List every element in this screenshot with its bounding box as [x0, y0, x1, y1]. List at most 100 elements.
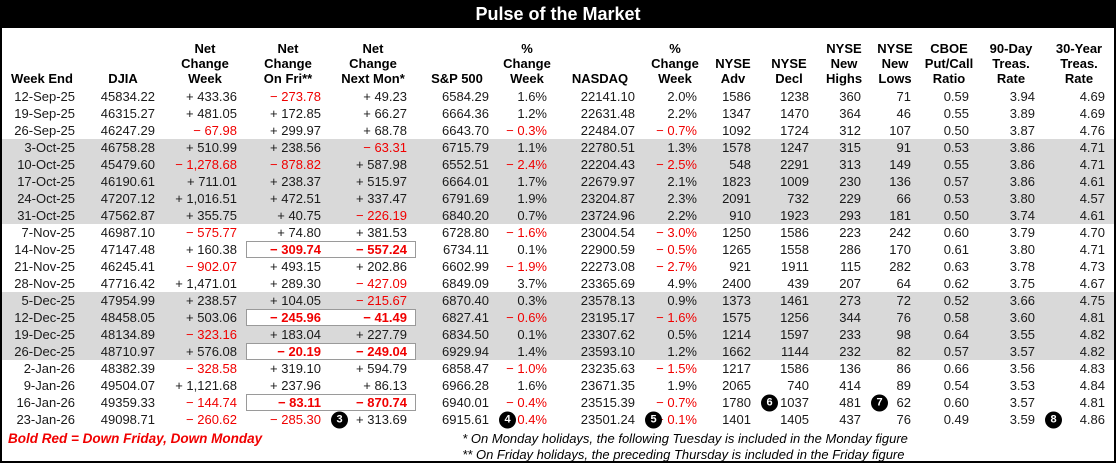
footer: Bold Red = Down Friday, Down Monday * On…	[2, 428, 1114, 461]
cell-sp500-pct-change-week: 1.2%	[517, 106, 547, 121]
cell-net-change-week: + 1,121.68	[175, 378, 237, 393]
cell-net-change-next-mon: + 594.79	[356, 361, 407, 376]
cell-cboe-put-call-ratio: 0.58	[920, 309, 978, 326]
cell-net-change-week: + 1,016.51	[164, 190, 246, 207]
cell-djia: 46245.41	[100, 259, 155, 274]
cell-nasdaq: 23593.10	[556, 343, 644, 360]
col-header-djia: DJIA	[108, 71, 138, 86]
cell-nasdaq-pct-change-week: 1.2%	[644, 343, 706, 360]
cell-sp500: 6840.20	[416, 207, 498, 224]
cell-net-change-week: + 711.01	[164, 173, 246, 190]
cell-treas-30-year: 4.82	[1044, 326, 1114, 343]
cell-nyse-new-highs: 207	[839, 276, 861, 291]
cell-nyse-adv: 1578	[706, 139, 760, 156]
row-7-Nov-25: 7-Nov-25 46987.10 − 575.77 + 74.80 + 381.53 6…	[2, 224, 1114, 241]
row-10-Oct-25: 10-Oct-25 45479.60− 1,278.68− 878.82 + 587…	[2, 156, 1114, 173]
cell-week-end: 2-Jan-26	[23, 361, 75, 376]
cell-nyse-decl: 1724	[780, 123, 809, 138]
row-12-Sep-25: 12-Sep-25 45834.22 + 433.36 − 273.78 + 49.23…	[2, 88, 1114, 105]
cell-net-change-next-mon: + 381.53	[356, 225, 407, 240]
cell-nyse-new-highs: 414	[839, 378, 861, 393]
cell-net-change-week: + 510.99	[164, 139, 246, 156]
cell-net-change-week: + 238.57	[164, 292, 246, 309]
cell-net-change-week: + 481.05	[186, 106, 237, 121]
cell-sp500: 6791.69	[416, 190, 498, 207]
cell-treas-30-year: 4.57	[1044, 190, 1114, 207]
cell-nyse-decl: 1238	[780, 89, 809, 104]
cell-treas-30-year: 4.75	[1044, 292, 1114, 309]
col-header-week-end: Week End	[11, 71, 73, 86]
cell-nyse-new-highs: 360	[839, 89, 861, 104]
cell-nyse-new-highs: 313	[818, 156, 870, 173]
cell-net-change-on-fri: + 104.05	[246, 292, 330, 309]
cell-nyse-new-lows: 98	[870, 326, 920, 343]
cell-net-change-next-mon: + 49.23	[363, 89, 407, 104]
cell-nyse-new-lows: 66	[870, 190, 920, 207]
cell-sp500-pct-change-week: 3.7%	[517, 276, 547, 291]
cell-net-change-on-fri: + 493.15	[270, 259, 321, 274]
cell-nasdaq: 23004.54	[580, 225, 635, 240]
cell-nasdaq-pct-change-week: − 0.5%	[656, 242, 697, 257]
cell-nyse-adv: 1373	[706, 292, 760, 309]
cell-nyse-decl: 439	[787, 276, 809, 291]
cell-net-change-week: + 503.06	[164, 309, 246, 326]
cell-net-change-week: − 67.98	[193, 123, 237, 138]
row-14-Nov-25: 14-Nov-25 47147.48 + 160.38 − 309.74− 557.2…	[2, 241, 1114, 258]
cell-treas-90-day: 3.59	[1009, 412, 1035, 427]
cell-nyse-new-highs: 481	[839, 395, 861, 410]
cell-net-change-next-mon: − 427.09	[356, 276, 407, 291]
cell-sp500-pct-change-week: 1.6%	[517, 89, 547, 104]
cell-treas-90-day: 3.53	[1009, 378, 1035, 393]
cell-nasdaq: 23307.62	[556, 326, 644, 343]
cell-djia: 45479.60	[82, 156, 164, 173]
cell-nyse-new-highs: 232	[818, 343, 870, 360]
cell-week-end: 12-Sep-25	[14, 89, 75, 104]
cell-sp500-pct-change-week: − 0.3%	[506, 123, 547, 138]
cell-djia: 48458.05	[82, 309, 164, 326]
cell-djia: 46987.10	[100, 225, 155, 240]
cell-sp500: 6728.80	[442, 225, 489, 240]
cell-week-end: 19-Dec-25	[2, 326, 82, 343]
cell-nasdaq-pct-change-week: − 0.7%	[656, 123, 697, 138]
cell-nyse-adv: 1780	[722, 395, 751, 410]
cell-week-end: 16-Jan-26	[16, 395, 75, 410]
cell-sp500: 6734.11	[442, 242, 489, 257]
cell-nyse-decl: 1923	[760, 207, 818, 224]
cell-nyse-adv: 1662	[706, 343, 760, 360]
row-2-Jan-26: 2-Jan-26 48382.39 − 328.58 + 319.10 + 594.79…	[2, 360, 1114, 377]
col-header-sp500: S&P 500	[431, 71, 483, 86]
col-header-cboe-put-call-ratio: CBOE Put/Call Ratio	[924, 41, 974, 86]
cell-nasdaq-pct-change-week: 4.9%	[667, 276, 697, 291]
cell-nasdaq: 22484.07	[580, 123, 635, 138]
cell-cboe-put-call-ratio: 0.59	[943, 89, 969, 104]
cell-net-change-week: + 355.75	[164, 207, 246, 224]
cell-nyse-decl: 2291	[760, 156, 818, 173]
cell-nyse-new-highs: 286	[839, 242, 861, 257]
cell-treas-30-year: 4.67	[1079, 276, 1105, 291]
cell-treas-90-day: 3.86	[978, 139, 1044, 156]
cell-djia: 46315.27	[100, 106, 155, 121]
cell-treas-30-year: 4.69	[1079, 89, 1105, 104]
cell-net-change-next-mon: − 63.31	[330, 139, 416, 156]
cell-nasdaq-pct-change-week: 0.5%	[644, 326, 706, 343]
col-header-net-change-next-mon: Net Change Next Mon*	[341, 41, 405, 86]
footnote-monday-holidays: * On Monday holidays, the following Tues…	[462, 431, 908, 446]
cell-nasdaq: 22141.10	[580, 89, 635, 104]
cell-sp500: 6870.40	[416, 292, 498, 309]
cell-djia: 48382.39	[100, 361, 155, 376]
cell-cboe-put-call-ratio: 0.55	[920, 156, 978, 173]
cell-nasdaq: 22631.48	[580, 106, 635, 121]
cell-nasdaq: 23235.63	[580, 361, 635, 376]
cell-net-change-next-mon: − 557.24	[330, 241, 416, 258]
cell-cboe-put-call-ratio: 0.60	[943, 395, 969, 410]
callout-badge-8: 8	[1045, 411, 1062, 428]
cell-treas-90-day: 3.60	[978, 309, 1044, 326]
cell-cboe-put-call-ratio: 0.55	[943, 106, 969, 121]
cell-nasdaq: 23195.17	[556, 309, 644, 326]
cell-treas-90-day: 3.57	[978, 343, 1044, 360]
cell-cboe-put-call-ratio: 0.53	[920, 190, 978, 207]
cell-nyse-adv: 1347	[722, 106, 751, 121]
col-header-nasdaq: NASDAQ	[571, 71, 629, 86]
cell-net-change-next-mon: + 227.79	[330, 326, 416, 343]
cell-nyse-adv: 2091	[706, 190, 760, 207]
